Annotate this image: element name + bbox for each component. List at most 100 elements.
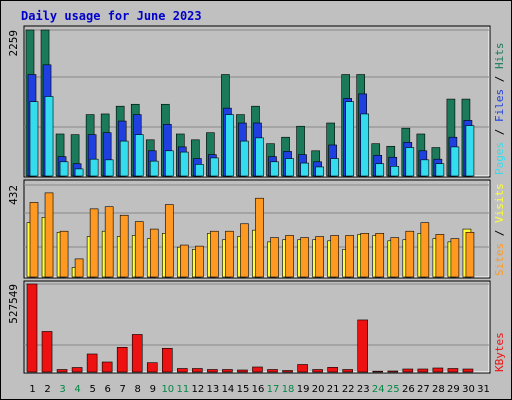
bar-pages-day-5	[89, 158, 99, 177]
bar-kbytes-day-13	[207, 369, 218, 373]
bar-sites-day-5	[89, 208, 99, 278]
bar-pages-day-6	[104, 159, 114, 177]
bar-sites-day-16	[255, 197, 264, 278]
bar-kbytes-day-24	[372, 370, 384, 373]
bar-kbytes-day-3	[56, 369, 68, 373]
bar-kbytes-day-10	[161, 348, 173, 373]
bar-sites-day-7	[119, 214, 129, 278]
bar-sites-day-28	[435, 234, 445, 278]
bar-sites-day-20	[315, 236, 324, 278]
bar-sites-day-10	[164, 204, 174, 278]
bar-kbytes-day-12	[192, 368, 203, 373]
legend-hits: Hits	[493, 43, 506, 70]
bar-kbytes-day-16	[252, 366, 263, 373]
x-tick-day-14: 14	[222, 384, 235, 395]
x-tick-day-17: 17	[267, 384, 280, 395]
x-tick-day-6: 6	[104, 384, 110, 395]
bar-pages-day-17	[270, 161, 279, 177]
bar-pages-day-30	[465, 125, 475, 177]
bar-kbytes-day-14	[222, 369, 233, 373]
legend-sites: Sites	[493, 243, 506, 276]
bar-sites-day-14	[225, 230, 234, 278]
x-tick-day-28: 28	[432, 384, 445, 395]
legend-visits: Visits	[493, 183, 506, 223]
bar-kbytes-day-7	[116, 347, 128, 373]
legend-kbytes: KBytes	[493, 332, 506, 372]
bar-pages-day-15	[240, 140, 249, 177]
panel-kbytes: 527549 KBytes	[7, 280, 506, 374]
bar-kbytes-day-9	[146, 362, 158, 373]
bar-kbytes-day-5	[86, 353, 98, 373]
legend-kbytes: KBytes	[493, 332, 506, 372]
bar-pages-day-16	[255, 137, 264, 177]
x-tick-day-31: 31	[477, 384, 490, 395]
bar-kbytes-day-17	[267, 369, 278, 373]
bar-sites-day-27	[420, 222, 430, 278]
legend-sep1: /	[493, 122, 506, 142]
x-tick-day-11: 11	[176, 384, 189, 395]
legend-visits-sites: Sites / Visits	[493, 183, 506, 276]
x-tick-day-30: 30	[462, 384, 475, 395]
bar-kbytes-day-29	[447, 368, 459, 373]
bar-pages-day-7	[119, 140, 129, 177]
bar-sites-day-23	[360, 233, 370, 278]
bar-kbytes-day-28	[432, 367, 444, 373]
bar-sites-day-26	[405, 230, 415, 278]
bar-sites-day-18	[285, 235, 294, 278]
bar-kbytes-day-8	[131, 334, 143, 373]
bar-sites-day-24	[375, 233, 385, 278]
bar-kbytes-day-1	[26, 283, 38, 373]
bar-sites-day-17	[270, 237, 279, 278]
x-tick-day-13: 13	[207, 384, 220, 395]
bar-sites-day-4	[74, 258, 84, 278]
bar-kbytes-day-18	[282, 370, 293, 373]
bar-pages-day-28	[435, 163, 445, 177]
bar-kbytes-day-20	[312, 369, 323, 373]
bar-sites-day-9	[149, 228, 159, 278]
bar-pages-day-2	[44, 96, 54, 177]
legend-hits-files-pages: Pages / Files / Hits	[493, 43, 506, 176]
x-tick-day-9: 9	[150, 384, 156, 395]
bar-kbytes-day-6	[101, 361, 113, 373]
bar-pages-day-24	[375, 163, 385, 177]
x-tick-day-1: 1	[29, 384, 35, 395]
bar-pages-day-14	[225, 114, 234, 177]
bar-sites-day-8	[134, 221, 144, 278]
legend-pages: Pages	[493, 142, 506, 175]
bar-kbytes-day-26	[402, 368, 414, 373]
x-tick-day-3: 3	[59, 384, 65, 395]
x-tick-day-26: 26	[402, 384, 415, 395]
bar-kbytes-day-25	[387, 370, 399, 373]
bar-kbytes-day-23	[357, 319, 369, 373]
x-tick-day-7: 7	[120, 384, 126, 395]
bar-kbytes-day-15	[237, 369, 248, 373]
bar-sites-day-1	[29, 202, 39, 278]
bar-pages-day-29	[450, 146, 460, 177]
bar-sites-day-11	[180, 244, 189, 278]
bar-pages-day-1	[29, 101, 39, 177]
bar-sites-day-22	[345, 235, 354, 278]
x-tick-day-5: 5	[89, 384, 95, 395]
x-tick-day-20: 20	[312, 384, 325, 395]
bar-sites-day-21	[330, 235, 339, 278]
bar-sites-day-19	[300, 237, 309, 278]
bar-sites-day-25	[390, 237, 400, 278]
panel-visits-sites: 432 Sites / Visits	[7, 179, 506, 279]
bar-kbytes-day-4	[71, 367, 83, 373]
x-tick-day-12: 12	[192, 384, 205, 395]
bar-pages-day-26	[405, 147, 415, 177]
x-tick-day-16: 16	[252, 384, 265, 395]
x-tick-day-19: 19	[297, 384, 310, 395]
x-tick-day-10: 10	[161, 384, 174, 395]
x-tick-day-22: 22	[342, 384, 355, 395]
y-max-label: 432	[7, 185, 20, 205]
bar-pages-day-9	[149, 160, 159, 177]
bar-sites-day-2	[44, 192, 54, 278]
bar-pages-day-25	[390, 166, 400, 177]
x-tick-day-8: 8	[135, 384, 141, 395]
x-tick-day-23: 23	[357, 384, 370, 395]
bar-pages-day-20	[315, 166, 324, 177]
bar-pages-day-21	[330, 158, 339, 177]
bar-pages-day-23	[360, 113, 370, 177]
x-tick-day-4: 4	[74, 384, 80, 395]
